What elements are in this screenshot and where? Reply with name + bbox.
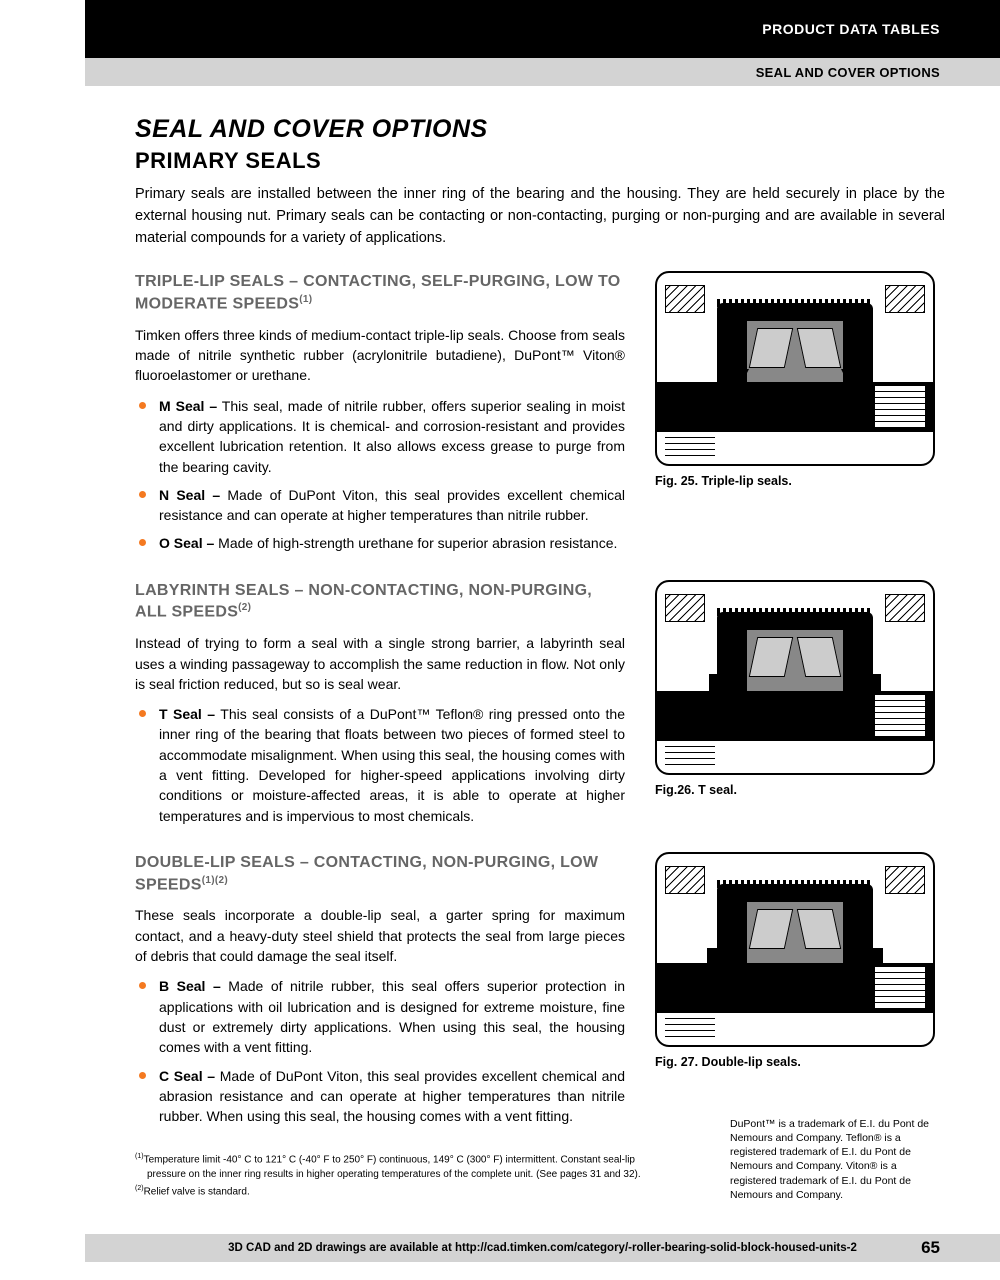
- section-paragraph: Instead of trying to form a seal with a …: [135, 633, 625, 694]
- page-title: SEAL AND COVER OPTIONS: [135, 115, 945, 144]
- figure-t-seal: [655, 580, 935, 775]
- page-number: 65: [921, 1238, 940, 1258]
- list-item: O Seal – Made of high-strength urethane …: [155, 533, 625, 553]
- section-paragraph: Timken offers three kinds of medium-cont…: [135, 325, 625, 386]
- list-item: M Seal – This seal, made of nitrile rubb…: [155, 396, 625, 477]
- section-heading: LABYRINTH SEALS – NON-CONTACTING, NON-PU…: [135, 580, 625, 624]
- list-item: B Seal – Made of nitrile rubber, this se…: [155, 976, 625, 1057]
- list-item: T Seal – This seal consists of a DuPont™…: [155, 704, 625, 826]
- footer-bar: 3D CAD and 2D drawings are available at …: [85, 1234, 1000, 1262]
- section-labyrinth: LABYRINTH SEALS – NON-CONTACTING, NON-PU…: [135, 580, 945, 834]
- section-heading: TRIPLE-LIP SEALS – CONTACTING, SELF-PURG…: [135, 271, 625, 315]
- footer-text: 3D CAD and 2D drawings are available at …: [228, 1242, 857, 1254]
- header-section-bar: SEAL AND COVER OPTIONS: [85, 58, 1000, 86]
- list-item: N Seal – Made of DuPont Viton, this seal…: [155, 485, 625, 526]
- section-double-lip: DOUBLE-LIP SEALS – CONTACTING, NON-PURGI…: [135, 852, 945, 1134]
- footnotes: (1)Temperature limit -40° C to 121° C (-…: [135, 1152, 655, 1199]
- figure-caption: Fig.26. T seal.: [655, 783, 935, 797]
- figure-caption: Fig. 27. Double-lip seals.: [655, 1055, 935, 1069]
- intro-paragraph: Primary seals are installed between the …: [135, 184, 945, 249]
- header-category-bar: PRODUCT DATA TABLES: [85, 0, 1000, 58]
- list-item: C Seal – Made of DuPont Viton, this seal…: [155, 1066, 625, 1127]
- figure-triple-lip: [655, 271, 935, 466]
- trademark-note: DuPont™ is a trademark of E.I. du Pont d…: [730, 1117, 940, 1202]
- page-subtitle: PRIMARY SEALS: [135, 148, 945, 174]
- figure-double-lip: [655, 852, 935, 1047]
- section-paragraph: These seals incorporate a double-lip sea…: [135, 905, 625, 966]
- section-triple-lip: TRIPLE-LIP SEALS – CONTACTING, SELF-PURG…: [135, 271, 945, 561]
- section-heading: DOUBLE-LIP SEALS – CONTACTING, NON-PURGI…: [135, 852, 625, 896]
- figure-caption: Fig. 25. Triple-lip seals.: [655, 474, 935, 488]
- header-section: SEAL AND COVER OPTIONS: [756, 65, 940, 80]
- header-category: PRODUCT DATA TABLES: [762, 21, 940, 37]
